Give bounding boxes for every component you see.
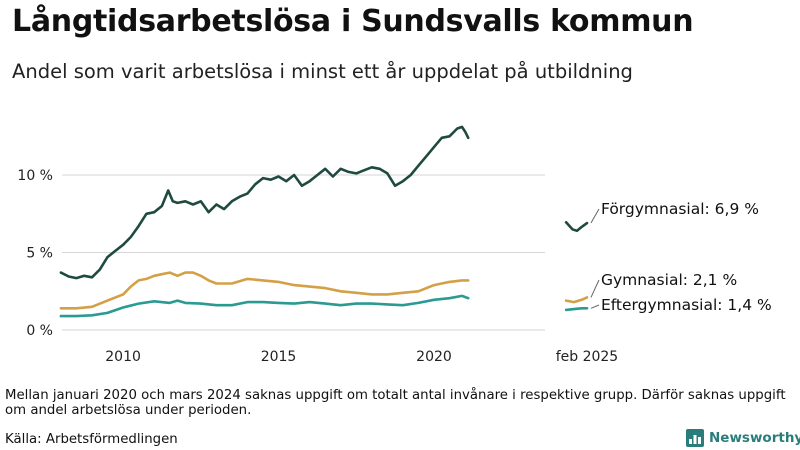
source-text: Källa: Arbetsförmedlingen (5, 432, 178, 447)
y-tick-label: 10 % (17, 168, 53, 184)
brand-name: Newsworthy (709, 430, 800, 446)
series-end-label: Eftergymnasial: 1,4 % (601, 296, 772, 314)
newsworthy-logo-icon (686, 429, 704, 447)
series-line-förgymnasial (564, 221, 589, 233)
label-leader (590, 279, 600, 298)
y-tick-label: 5 % (26, 246, 53, 262)
series-end-label: Gymnasial: 2,1 % (601, 271, 737, 289)
series-line-eftergymnasial (59, 294, 470, 318)
series-line-förgymnasial (59, 125, 470, 280)
x-tick-label: 2015 (261, 349, 297, 365)
page-title: Långtidsarbetslösa i Sundsvalls kommun (12, 4, 694, 39)
series-line-eftergymnasial (564, 307, 589, 312)
label-leader (590, 304, 600, 309)
brand-logo: Newsworthy (686, 428, 800, 448)
y-tick-label: 0 % (26, 323, 53, 339)
x-tick-label: 2010 (105, 349, 141, 365)
series-end-label: Förgymnasial: 6,9 % (601, 200, 759, 218)
x-tick-label: 2020 (416, 349, 452, 365)
series-line-gymnasial (564, 296, 589, 304)
label-leader (590, 208, 600, 224)
x-tick-label: feb 2025 (556, 349, 619, 365)
page-subtitle: Andel som varit arbetslösa i minst ett å… (12, 60, 633, 83)
series-line-gymnasial (59, 271, 470, 310)
footnote: Mellan januari 2020 och mars 2024 saknas… (5, 388, 786, 418)
